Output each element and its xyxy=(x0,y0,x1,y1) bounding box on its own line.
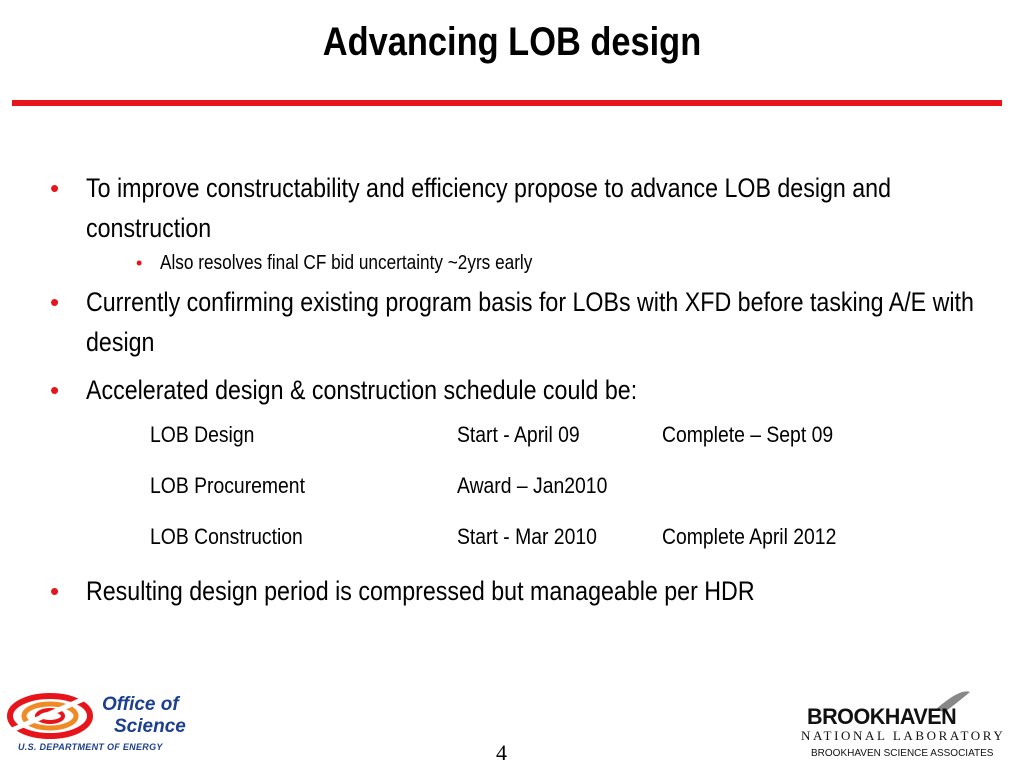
schedule-row: LOB Design Start - April 09 Complete – S… xyxy=(150,418,1000,469)
brookhaven-swoosh-icon xyxy=(935,691,970,712)
bullet-text: Resulting design period is compressed bu… xyxy=(86,576,755,606)
bullet-text: Currently confirming existing program ba… xyxy=(86,287,974,357)
doe-swirl-icon xyxy=(7,693,93,739)
bullet-icon: • xyxy=(50,173,60,203)
bullet-item: • Currently confirming existing program … xyxy=(50,282,1000,362)
brookhaven-wordmark: BROOKHAVEN xyxy=(807,704,957,729)
office-of-science-logo: Office of Science U.S. DEPARTMENT OF ENE… xyxy=(6,690,216,760)
schedule-task: LOB Construction xyxy=(150,524,303,549)
schedule-table: LOB Design Start - April 09 Complete – S… xyxy=(150,418,1000,571)
doe-label: U.S. DEPARTMENT OF ENERGY xyxy=(18,742,163,752)
bullet-icon: • xyxy=(50,576,60,606)
schedule-start: Award – Jan2010 xyxy=(457,473,608,498)
bullet-list: • To improve constructability and effici… xyxy=(50,168,1000,619)
bullet-icon: • xyxy=(136,253,143,273)
brookhaven-logo: BROOKHAVEN NATIONAL LABORATORY BROOKHAVE… xyxy=(795,690,1020,765)
schedule-task: LOB Design xyxy=(150,422,255,447)
bullet-item: • To improve constructability and effici… xyxy=(50,168,1000,248)
bullet-item: • Resulting design period is compressed … xyxy=(50,571,1000,611)
page-number: 4 xyxy=(496,740,507,765)
schedule-row: LOB Procurement Award – Jan2010 xyxy=(150,469,1000,520)
schedule-complete: Complete – Sept 09 xyxy=(662,422,834,447)
bullet-text: Accelerated design & construction schedu… xyxy=(86,375,638,405)
sub-bullet-text: Also resolves final CF bid uncertainty ~… xyxy=(160,252,533,274)
schedule-complete: Complete April 2012 xyxy=(662,524,837,549)
office-of-science-line1: Office of xyxy=(102,694,179,715)
schedule-row: LOB Construction Start - Mar 2010 Comple… xyxy=(150,520,1000,571)
national-laboratory-label: NATIONAL LABORATORY xyxy=(801,728,1006,743)
sub-bullet-item: • Also resolves final CF bid uncertainty… xyxy=(136,250,1000,276)
bullet-item: • Accelerated design & construction sche… xyxy=(50,370,1000,410)
bullet-icon: • xyxy=(50,375,60,405)
schedule-start: Start - Mar 2010 xyxy=(457,524,597,549)
bullet-icon: • xyxy=(50,287,60,317)
bullet-text: To improve constructability and efficien… xyxy=(86,173,892,243)
schedule-start: Start - April 09 xyxy=(457,422,580,447)
title-underline xyxy=(12,100,1002,106)
schedule-task: LOB Procurement xyxy=(150,473,305,498)
office-of-science-line2: Science xyxy=(114,716,186,737)
slide-title: Advancing LOB design xyxy=(322,20,702,64)
brookhaven-associates-label: BROOKHAVEN SCIENCE ASSOCIATES xyxy=(811,748,994,759)
